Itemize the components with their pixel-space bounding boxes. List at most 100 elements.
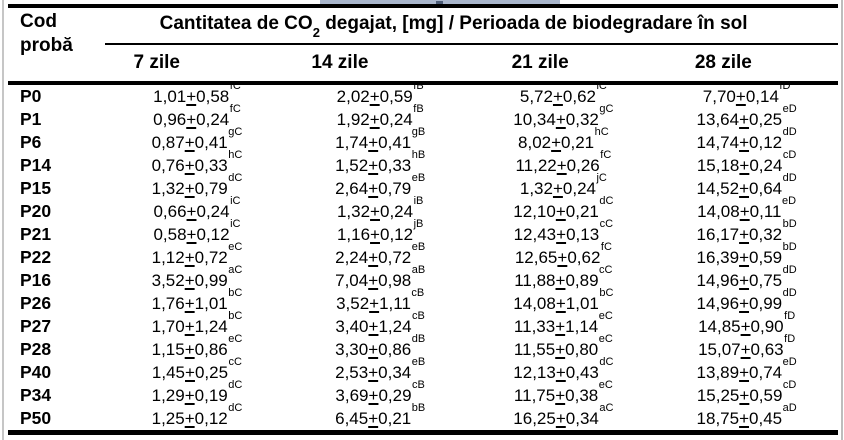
value-sd: 1,01 xyxy=(565,294,599,313)
value-sd: 0,72 xyxy=(378,248,412,267)
value-sd: 0,99 xyxy=(749,294,783,313)
value-sd: 0,29 xyxy=(378,386,412,405)
value-sd: 0,59 xyxy=(749,248,783,267)
period-header-row: 7 zile 14 zile 21 zile 28 zile xyxy=(8,44,838,85)
page-edge-right xyxy=(841,0,843,440)
significance-superscript: fD xyxy=(779,80,791,93)
column-header-14-zile: 14 zile xyxy=(288,44,472,85)
plus-minus-sign: + xyxy=(555,294,566,313)
significance-superscript: bD xyxy=(782,218,797,231)
value-mean: 2,02 xyxy=(336,87,370,106)
value-cell: 0,87+0,41gC xyxy=(105,127,288,154)
row-code: P50 xyxy=(20,408,52,428)
significance-superscript: fD xyxy=(784,333,796,346)
significance-superscript: eB xyxy=(411,356,426,369)
value-cell: 11,22+0,26fC xyxy=(472,150,655,177)
column-header-28-zile: 28 zile xyxy=(654,44,838,85)
value-mean: 0,87 xyxy=(151,133,185,152)
significance-superscript: eB xyxy=(411,172,426,185)
value-sd: 0,63 xyxy=(750,340,784,359)
value-sd: 0,19 xyxy=(194,386,228,405)
plus-minus-sign: + xyxy=(739,386,750,405)
plus-minus-sign: + xyxy=(555,363,566,382)
value-mean: 3,52 xyxy=(336,294,370,313)
significance-superscript: eD xyxy=(781,195,797,208)
value-mean: 1,16 xyxy=(336,225,371,244)
plus-minus-sign: + xyxy=(557,248,568,267)
plus-minus-sign: + xyxy=(184,386,195,405)
value-mean: 11,55 xyxy=(513,340,556,359)
row-code: P28 xyxy=(20,339,52,359)
value-cell: 1,16+0,12jB xyxy=(288,219,471,246)
value-sd: 0,90 xyxy=(750,317,784,336)
row-code: P0 xyxy=(20,86,42,106)
value-sd: 0,24 xyxy=(196,202,230,221)
value-mean: 1,29 xyxy=(151,386,185,405)
significance-superscript: eC xyxy=(228,241,243,254)
title-pre: Cantitatea de CO xyxy=(159,13,313,34)
value-cell: 11,75+0,38eC xyxy=(472,380,655,407)
table-row: P16 3,52+0,99aC 7,04+0,98aB 11,88+0,89cC 14,… xyxy=(8,265,838,292)
plus-minus-sign: + xyxy=(739,294,750,313)
value-sd: 0,86 xyxy=(378,340,412,359)
value-sd: 0,72 xyxy=(194,248,228,267)
value-cell: 1,25+0,12dC xyxy=(105,403,288,433)
value-sd: 0,33 xyxy=(194,156,228,175)
value-mean: 10,34 xyxy=(513,110,556,129)
value-mean: 1,01 xyxy=(153,87,187,106)
value-cell: 2,02+0,59fB xyxy=(288,81,471,108)
significance-superscript: dC xyxy=(228,402,243,415)
value-cell: 12,13+0,43dC xyxy=(472,357,655,384)
value-sd: 0,25 xyxy=(749,110,783,129)
value-cell: 15,18+0,24cD xyxy=(655,150,838,177)
value-mean: 11,22 xyxy=(515,156,557,175)
value-sd: 0,24 xyxy=(379,110,413,129)
value-mean: 12,65 xyxy=(514,248,558,267)
plus-minus-sign: + xyxy=(184,271,195,290)
table-row: P20 0,66+0,24iC 1,32+0,24iB 12,10+0,21dC 14,… xyxy=(8,196,838,223)
plus-minus-sign: + xyxy=(551,133,562,152)
value-cell: 13,89+0,74eD xyxy=(655,357,838,384)
value-mean: 2,24 xyxy=(335,248,369,267)
plus-minus-sign: + xyxy=(186,225,197,244)
significance-superscript: dB xyxy=(411,333,426,346)
value-sd: 0,59 xyxy=(379,87,413,106)
row-code: P15 xyxy=(20,178,52,198)
value-sd: 0,24 xyxy=(196,110,230,129)
value-sd: 0,80 xyxy=(565,340,599,359)
value-mean: 11,33 xyxy=(513,317,556,336)
value-cell: 11,55+0,80eC xyxy=(472,334,655,361)
significance-superscript: cB xyxy=(411,287,425,300)
value-cell: 14,74+0,12dD xyxy=(655,127,838,154)
plus-minus-sign: + xyxy=(735,87,746,106)
significance-superscript: gC xyxy=(228,126,243,139)
title-post: degajat, [mg] / Perioada de biodegradare… xyxy=(319,13,748,34)
co2-subscript: 2 xyxy=(312,24,320,40)
value-mean: 14,08 xyxy=(697,202,740,221)
value-mean: 1,32 xyxy=(336,202,371,221)
plus-minus-sign: + xyxy=(555,409,566,428)
value-sd: 1,14 xyxy=(565,317,599,336)
value-cell: 1,74+0,41gB xyxy=(288,127,471,154)
value-sd: 0,79 xyxy=(378,179,412,198)
significance-superscript: cB xyxy=(412,310,425,323)
plus-minus-sign: + xyxy=(370,225,380,244)
value-mean: 0,76 xyxy=(151,156,185,175)
significance-superscript: aC xyxy=(228,264,243,277)
row-code: P40 xyxy=(20,362,52,382)
value-sd: 0,62 xyxy=(562,87,596,106)
significance-superscript: cD xyxy=(782,149,797,162)
significance-superscript: cB xyxy=(412,379,425,392)
row-code: P21 xyxy=(20,224,52,244)
value-cell: 1,12+0,72eC xyxy=(105,242,288,269)
significance-superscript: hC xyxy=(594,126,609,139)
value-mean: 1,15 xyxy=(151,340,185,359)
table-row: P14 0,76+0,33hC 1,52+0,33hB 11,22+0,26fC 15,… xyxy=(8,150,838,177)
value-mean: 6,45 xyxy=(335,409,369,428)
value-sd: 0,11 xyxy=(749,202,782,221)
value-mean: 12,10 xyxy=(513,202,556,221)
plus-minus-sign: + xyxy=(739,202,750,221)
significance-superscript: iB xyxy=(413,195,424,208)
significance-superscript: iC xyxy=(230,195,241,208)
value-sd: 0,21 xyxy=(378,409,412,428)
